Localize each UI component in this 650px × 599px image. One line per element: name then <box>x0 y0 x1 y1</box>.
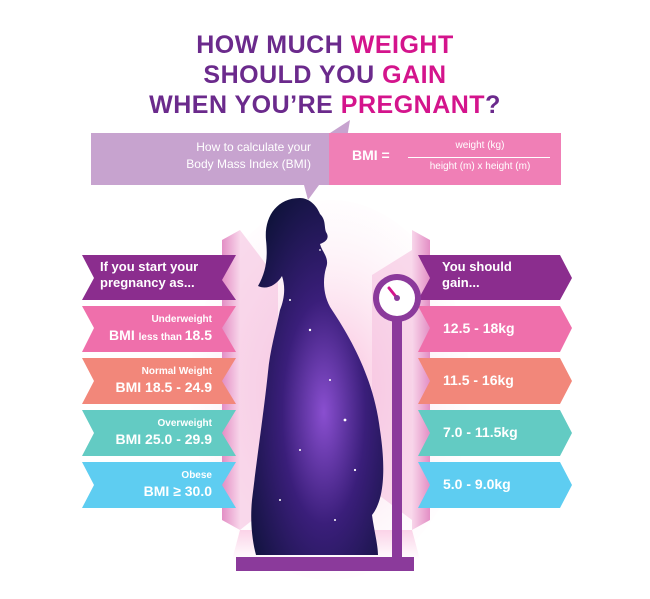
calc-line-1: How to calculate your <box>196 140 311 154</box>
title-highlight: WEIGHT <box>350 31 454 59</box>
obese-label: Obese BMI ≥ 30.0 <box>90 469 212 500</box>
gain-normal-banner <box>418 358 572 404</box>
category-name: Normal Weight <box>141 366 212 377</box>
title-text: SHOULD YOU <box>203 61 383 89</box>
scale-pole <box>392 318 402 560</box>
formula-numerator: weight (kg) <box>455 140 505 151</box>
bmi-range: BMI 18.5 - 24.9 <box>115 379 213 395</box>
underweight-label: Underweight BMI less than 18.5 <box>90 313 212 346</box>
gain-obese: 5.0 - 9.0kg <box>443 476 511 492</box>
title-text: HOW MUCH <box>196 31 351 59</box>
gain-underweight: 12.5 - 18kg <box>443 320 515 336</box>
bmi-label: BMI = <box>352 147 390 163</box>
left-header-banner <box>82 255 236 300</box>
right-header-line-1: You should <box>442 259 512 274</box>
formula-denominator: height (m) x height (m) <box>429 161 531 172</box>
category-name: Overweight <box>157 418 212 429</box>
category-name: Underweight <box>151 314 212 325</box>
obese-banner <box>82 462 236 508</box>
scale-dial-icon <box>373 274 421 322</box>
bmi-calc-bubble <box>91 133 329 185</box>
title-line-1: HOW MUCH WEIGHT <box>0 31 650 60</box>
left-header-line-2: pregnancy as... <box>100 275 195 290</box>
bmi-formula-box <box>329 133 561 185</box>
normal-weight-banner <box>82 358 236 404</box>
right-header-banner <box>418 255 572 300</box>
scale-platform <box>236 557 414 571</box>
gain-overweight: 7.0 - 11.5kg <box>443 424 518 440</box>
title-highlight: PREGNANT <box>340 91 486 119</box>
range-prefix: BMI <box>109 327 139 343</box>
title-line-3: WHEN YOU’RE PREGNANT? <box>0 91 650 120</box>
overweight-label: Overweight BMI 25.0 - 29.9 <box>90 417 213 448</box>
right-header-line-2: gain... <box>442 275 480 290</box>
gain-overweight-banner <box>418 410 572 456</box>
overweight-banner <box>82 410 236 456</box>
range-mid: less than <box>138 332 185 343</box>
title-line-2: SHOULD YOU GAIN <box>0 61 650 90</box>
title-text: WHEN YOU’RE <box>149 91 341 119</box>
title-highlight: GAIN <box>382 61 447 89</box>
bmi-calc-text: How to calculate your Body Mass Index (B… <box>91 139 311 173</box>
gain-normal-weight: 11.5 - 16kg <box>443 372 514 388</box>
fraction-bar <box>408 157 550 158</box>
normal-weight-label: Normal Weight BMI 18.5 - 24.9 <box>90 365 213 396</box>
underweight-banner <box>82 306 236 352</box>
bmi-range: BMI ≥ 30.0 <box>143 483 212 499</box>
left-header-line-1: If you start your <box>100 259 199 274</box>
bmi-range: BMI less than 18.5 <box>90 327 212 346</box>
pregnant-silhouette-icon <box>251 198 384 555</box>
right-wall <box>412 230 430 530</box>
range-suffix: 18.5 <box>184 327 212 343</box>
category-name: Obese <box>181 470 212 481</box>
bmi-range: BMI 25.0 - 29.9 <box>115 431 213 447</box>
calc-line-2: Body Mass Index (BMI) <box>186 157 311 171</box>
gain-underweight-banner <box>418 306 572 352</box>
gain-obese-banner <box>418 462 572 508</box>
title-text: ? <box>485 91 501 119</box>
left-header: If you start your pregnancy as... <box>100 259 222 291</box>
right-header: You should gain... <box>442 259 552 291</box>
